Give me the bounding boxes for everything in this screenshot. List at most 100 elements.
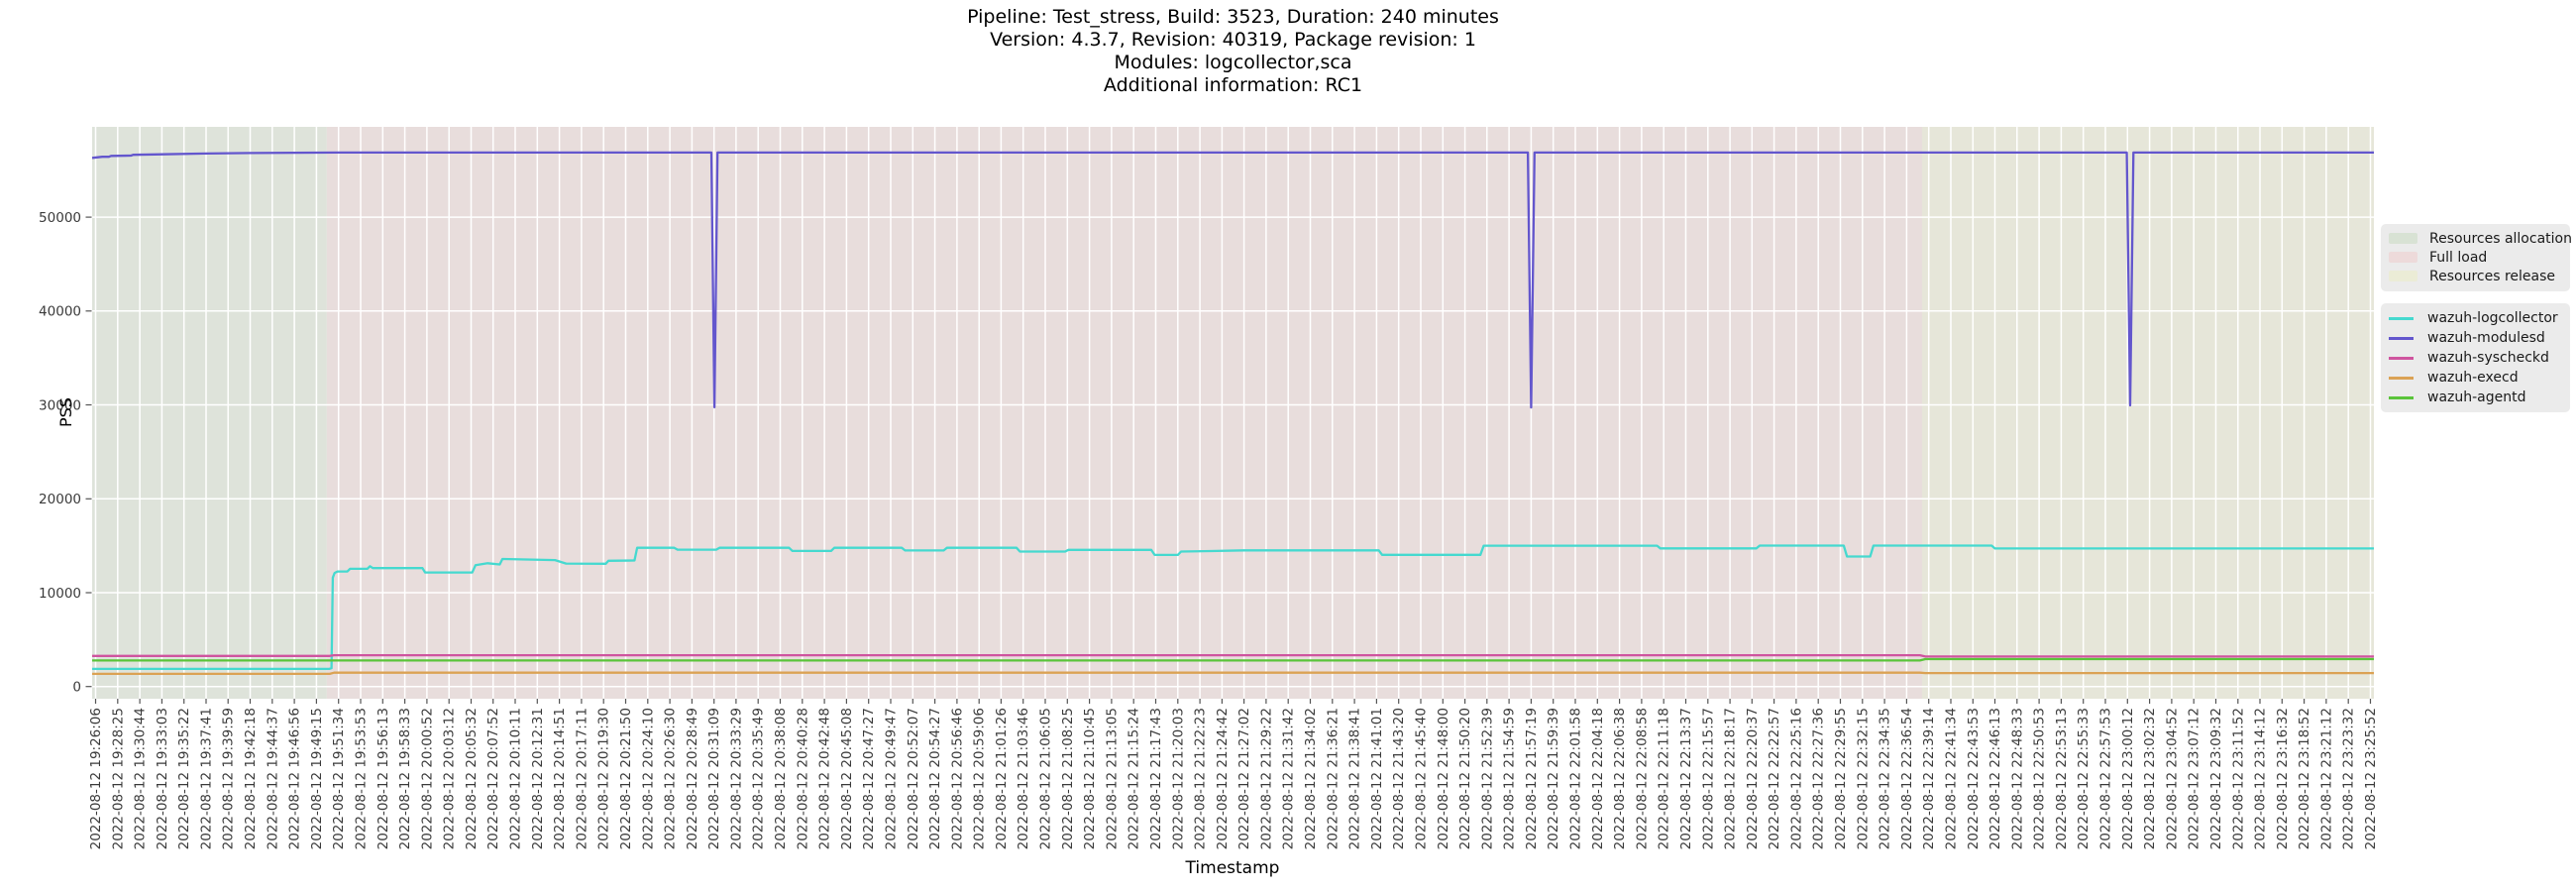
x-tick-label: 2022-08-12 21:41:01: [1369, 708, 1385, 849]
x-tick-label: 2022-08-12 20:12:31: [530, 708, 546, 849]
legend-item-wazuh-modulesd: wazuh-modulesd: [2389, 328, 2562, 348]
x-tick-label: 2022-08-12 19:44:37: [265, 708, 280, 849]
legend-item-resources-release: Resources release: [2389, 267, 2562, 285]
legend-label: Resources release: [2429, 268, 2555, 284]
x-tick-label: 2022-08-12 21:01:26: [994, 708, 1010, 849]
x-tick-label: 2022-08-12 19:26:06: [88, 708, 104, 849]
x-tick-label: 2022-08-12 21:20:03: [1170, 708, 1186, 849]
x-tick-label: 2022-08-12 21:27:02: [1236, 708, 1252, 849]
x-tick-label: 2022-08-12 19:53:53: [354, 708, 370, 849]
x-tick-label: 2022-08-12 20:42:48: [817, 708, 833, 849]
x-tick-label: 2022-08-12 21:08:25: [1060, 708, 1076, 849]
legend-swatch-full-load: [2389, 252, 2417, 263]
legend-item-wazuh-logcollector: wazuh-logcollector: [2389, 308, 2562, 328]
legend-item-resources-allocation: Resources allocation: [2389, 229, 2572, 248]
x-tick-label: 2022-08-12 21:36:21: [1325, 708, 1341, 849]
x-tick-label: 2022-08-12 20:54:27: [927, 708, 943, 849]
y-tick-label: 50000: [39, 210, 81, 226]
x-tick-label: 2022-08-12 22:04:18: [1590, 708, 1606, 849]
x-tick-label: 2022-08-12 23:09:32: [2208, 708, 2224, 849]
y-axis-label: PSS: [56, 397, 75, 427]
regions-legend: Resources allocation Full load Resources r…: [2381, 224, 2572, 291]
x-tick-label: 2022-08-12 22:01:58: [1568, 708, 1584, 849]
legend-item-wazuh-syscheckd: wazuh-syscheckd: [2389, 348, 2562, 368]
legend-label: wazuh-agentd: [2427, 390, 2526, 405]
x-tick-label: 2022-08-12 23:00:12: [2120, 708, 2136, 849]
x-tick-label: 2022-08-12 20:14:51: [552, 708, 568, 849]
x-tick-label: 2022-08-12 21:38:41: [1347, 708, 1363, 849]
x-tick-label: 2022-08-12 21:48:00: [1436, 708, 1451, 849]
x-tick-label: 2022-08-12 23:16:32: [2275, 708, 2291, 849]
x-tick-label: 2022-08-12 20:24:10: [640, 708, 656, 849]
x-tick-label: 2022-08-12 20:05:32: [464, 708, 480, 849]
x-tick-label: 2022-08-12 19:58:33: [397, 708, 413, 849]
x-tick-label: 2022-08-12 23:02:32: [2142, 708, 2158, 849]
x-tick-label: 2022-08-12 23:14:12: [2253, 708, 2269, 849]
x-tick-label: 2022-08-12 20:45:08: [839, 708, 855, 849]
x-tick-label: 2022-08-12 22:39:14: [1921, 708, 1937, 849]
x-tick-label: 2022-08-12 22:27:36: [1811, 708, 1827, 849]
legend-line-swatch-wazuh-modulesd: [2389, 336, 2414, 340]
region-full-load: [326, 127, 1922, 699]
x-tick-label: 2022-08-12 20:00:52: [419, 708, 435, 849]
axis-tick-labels: 2022-08-12 19:26:06 2022-08-12 19:28:25 20…: [39, 210, 2379, 849]
x-tick-label: 2022-08-12 22:18:17: [1723, 708, 1739, 849]
x-tick-label: 2022-08-12 22:15:57: [1700, 708, 1716, 849]
x-tick-label: 2022-08-12 21:22:23: [1193, 708, 1209, 849]
x-tick-label: 2022-08-12 20:59:06: [972, 708, 988, 849]
x-tick-label: 2022-08-12 23:23:32: [2341, 708, 2357, 849]
x-tick-label: 2022-08-12 20:21:50: [618, 708, 634, 849]
series-line-wazuh-agentd: [92, 657, 2374, 662]
series-line-wazuh-modulesd: [91, 151, 2374, 409]
x-tick-label: 2022-08-12 21:06:05: [1038, 708, 1054, 849]
x-tick-label: 2022-08-12 23:11:52: [2230, 708, 2246, 849]
x-tick-label: 2022-08-12 20:17:11: [574, 708, 590, 849]
legend-line-swatch-wazuh-execd: [2389, 376, 2414, 380]
x-tick-label: 2022-08-12 21:29:22: [1258, 708, 1274, 849]
gridlines: [92, 127, 2374, 699]
series-line-wazuh-execd: [92, 671, 2374, 676]
axis-ticks: [85, 216, 2372, 704]
x-axis-label: Timestamp: [1185, 858, 1280, 878]
x-tick-label: 2022-08-12 20:38:08: [773, 708, 789, 849]
x-tick-label: 2022-08-12 20:33:29: [728, 708, 744, 849]
x-tick-label: 2022-08-12 23:18:52: [2297, 708, 2312, 849]
x-tick-label: 2022-08-12 20:03:12: [442, 708, 458, 849]
chart-title-line-2: Version: 4.3.7, Revision: 40319, Package…: [990, 29, 1476, 51]
y-tick-label: 30000: [39, 397, 81, 413]
x-tick-label: 2022-08-12 21:50:20: [1457, 708, 1473, 849]
x-tick-label: 2022-08-12 22:57:53: [2098, 708, 2114, 849]
x-tick-label: 2022-08-12 22:13:37: [1678, 708, 1694, 849]
x-tick-label: 2022-08-12 19:28:25: [110, 708, 126, 849]
x-tick-label: 2022-08-12 20:31:09: [706, 708, 722, 849]
x-tick-label: 2022-08-12 22:06:38: [1612, 708, 1628, 849]
chart-title: Pipeline: Test_stress, Build: 3523, Dura…: [92, 6, 2374, 97]
x-tick-label: 2022-08-12 22:32:15: [1855, 708, 1871, 849]
x-tick-label: 2022-08-12 19:51:34: [331, 708, 347, 849]
y-tick-label: 20000: [39, 492, 81, 507]
legend-label: wazuh-logcollector: [2427, 310, 2558, 326]
x-tick-label: 2022-08-12 23:21:12: [2318, 708, 2334, 849]
x-tick-label: 2022-08-12 23:04:52: [2164, 708, 2180, 849]
x-tick-label: 2022-08-12 19:30:44: [133, 708, 149, 849]
x-tick-label: 2022-08-12 19:35:22: [176, 708, 192, 849]
x-tick-label: 2022-08-12 21:24:42: [1215, 708, 1231, 849]
x-tick-label: 2022-08-12 19:42:18: [243, 708, 259, 849]
x-tick-label: 2022-08-12 21:03:46: [1016, 708, 1031, 849]
x-tick-label: 2022-08-12 22:29:55: [1833, 708, 1849, 849]
x-tick-label: 2022-08-12 22:46:13: [1987, 708, 2003, 849]
x-tick-label: 2022-08-12 20:35:49: [751, 708, 767, 849]
x-tick-label: 2022-08-12 22:22:57: [1767, 708, 1782, 849]
region-resources-allocation: [92, 127, 327, 699]
x-tick-label: 2022-08-12 20:19:30: [596, 708, 612, 849]
x-tick-label: 2022-08-12 20:26:30: [663, 708, 679, 849]
y-tick-label: 40000: [39, 304, 81, 320]
x-tick-label: 2022-08-12 22:55:33: [2076, 708, 2092, 849]
legend-item-wazuh-execd: wazuh-execd: [2389, 368, 2562, 388]
x-tick-label: 2022-08-12 19:46:56: [287, 708, 303, 849]
x-tick-label: 2022-08-12 22:48:33: [2009, 708, 2025, 849]
legend-item-wazuh-agentd: wazuh-agentd: [2389, 388, 2562, 407]
x-tick-label: 2022-08-12 21:34:02: [1303, 708, 1319, 849]
